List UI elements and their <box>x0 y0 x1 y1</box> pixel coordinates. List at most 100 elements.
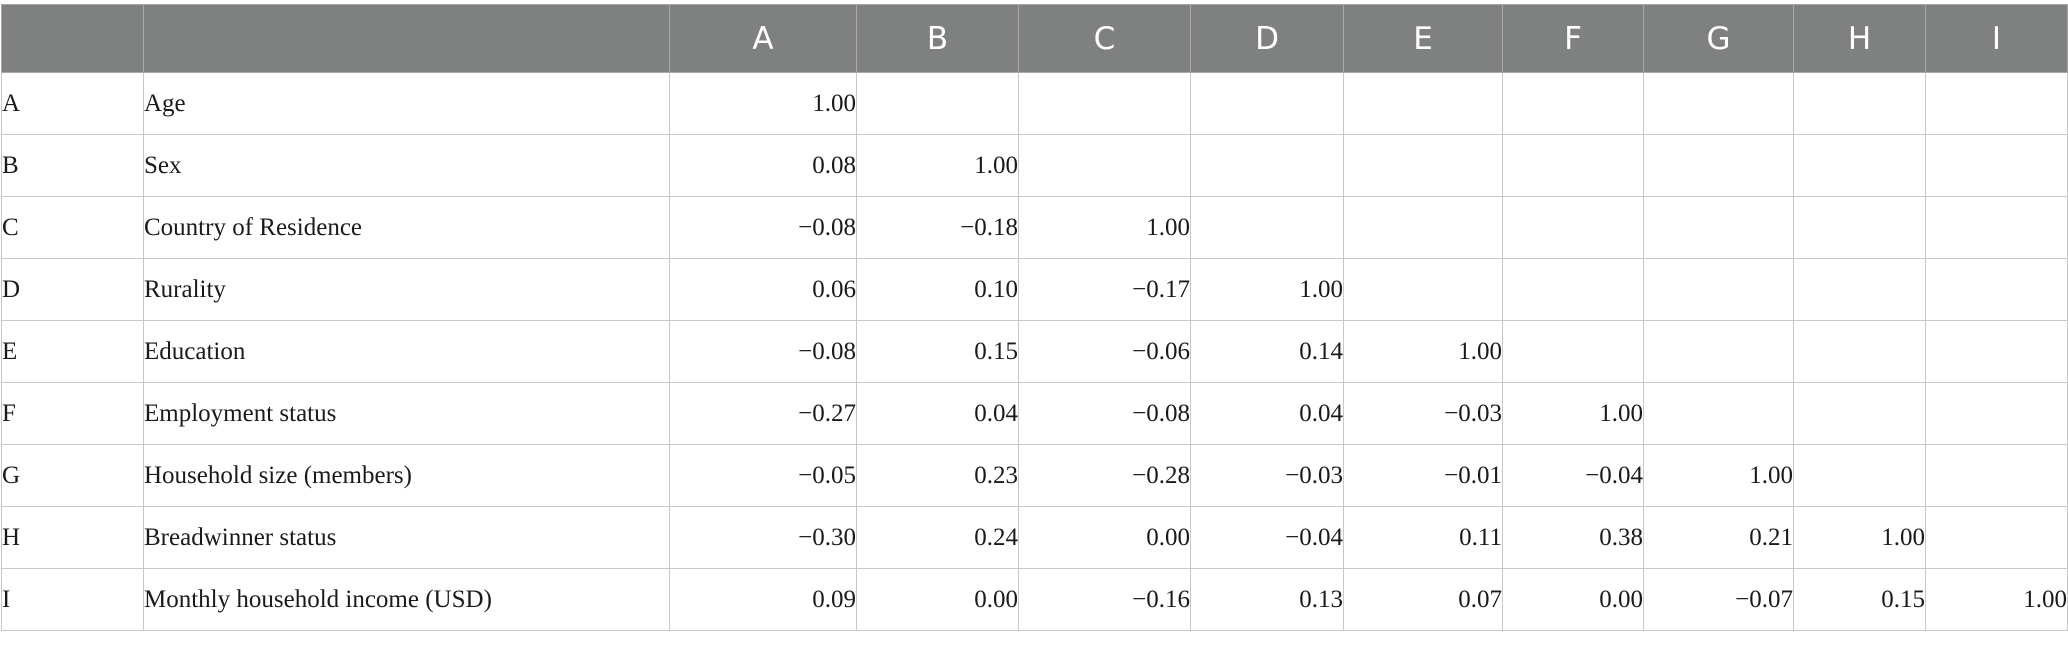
value-cell: 0.04 <box>856 382 1019 445</box>
row-code: E <box>1 320 144 383</box>
column-header-f: F <box>1502 4 1644 73</box>
value-cell: −0.08 <box>669 320 857 383</box>
value-cell <box>1502 72 1644 135</box>
value-cell <box>1190 196 1344 259</box>
value-cell: 0.15 <box>856 320 1019 383</box>
value-cell <box>1343 72 1503 135</box>
header-label-cell <box>143 4 670 73</box>
row-code: C <box>1 196 144 259</box>
value-cell <box>1925 506 2068 569</box>
row-label: Breadwinner status <box>143 506 670 569</box>
value-cell <box>1793 444 1926 507</box>
table-row: G Household size (members) −0.05 0.23 −0… <box>1 444 2068 507</box>
value-cell: 1.00 <box>1190 258 1344 321</box>
value-cell: 0.07 <box>1343 568 1503 631</box>
value-cell: −0.05 <box>669 444 857 507</box>
value-cell: −0.30 <box>669 506 857 569</box>
value-cell: 1.00 <box>1925 568 2068 631</box>
table-body: A Age 1.00 B Sex 0.08 1.00 C <box>1 72 2068 631</box>
value-cell <box>1793 382 1926 445</box>
value-cell <box>1643 196 1794 259</box>
row-code: B <box>1 134 144 197</box>
value-cell: −0.07 <box>1643 568 1794 631</box>
row-label: Rurality <box>143 258 670 321</box>
value-cell <box>1793 72 1926 135</box>
table-row: E Education −0.08 0.15 −0.06 0.14 1.00 <box>1 320 2068 383</box>
value-cell: 0.09 <box>669 568 857 631</box>
value-cell <box>1925 196 2068 259</box>
value-cell <box>1793 258 1926 321</box>
row-label: Education <box>143 320 670 383</box>
column-header-g: G <box>1643 4 1794 73</box>
value-cell <box>1643 320 1794 383</box>
value-cell <box>1793 134 1926 197</box>
row-label: Sex <box>143 134 670 197</box>
value-cell <box>1018 72 1191 135</box>
value-cell: 0.23 <box>856 444 1019 507</box>
column-header-d: D <box>1190 4 1344 73</box>
value-cell <box>1793 196 1926 259</box>
value-cell: −0.16 <box>1018 568 1191 631</box>
column-header-i: I <box>1925 4 2068 73</box>
table-header: A B C D E F G H I <box>1 4 2068 73</box>
value-cell <box>1190 134 1344 197</box>
value-cell: 1.00 <box>1343 320 1503 383</box>
value-cell: −0.01 <box>1343 444 1503 507</box>
row-label: Employment status <box>143 382 670 445</box>
row-code: I <box>1 568 144 631</box>
row-label: Household size (members) <box>143 444 670 507</box>
value-cell <box>1643 134 1794 197</box>
value-cell: −0.03 <box>1343 382 1503 445</box>
header-code-cell <box>1 4 144 73</box>
row-code: F <box>1 382 144 445</box>
value-cell: 0.04 <box>1190 382 1344 445</box>
table-row: A Age 1.00 <box>1 72 2068 135</box>
value-cell: 0.21 <box>1643 506 1794 569</box>
column-header-c: C <box>1018 4 1191 73</box>
column-header-b: B <box>856 4 1019 73</box>
value-cell: −0.18 <box>856 196 1019 259</box>
value-cell <box>1793 320 1926 383</box>
correlation-table: A B C D E F G H I A Age 1.00 B Sex <box>1 4 2068 631</box>
value-cell: 0.13 <box>1190 568 1344 631</box>
value-cell <box>856 72 1019 135</box>
value-cell <box>1343 196 1503 259</box>
value-cell: 1.00 <box>1793 506 1926 569</box>
value-cell: −0.27 <box>669 382 857 445</box>
value-cell: −0.28 <box>1018 444 1191 507</box>
value-cell: 0.11 <box>1343 506 1503 569</box>
value-cell <box>1925 382 2068 445</box>
row-label: Country of Residence <box>143 196 670 259</box>
value-cell <box>1018 134 1191 197</box>
value-cell: 0.38 <box>1502 506 1644 569</box>
value-cell: −0.08 <box>1018 382 1191 445</box>
table-row: H Breadwinner status −0.30 0.24 0.00 −0.… <box>1 506 2068 569</box>
value-cell <box>1343 134 1503 197</box>
value-cell <box>1502 320 1644 383</box>
value-cell <box>1502 196 1644 259</box>
row-label: Monthly household income (USD) <box>143 568 670 631</box>
value-cell: 1.00 <box>669 72 857 135</box>
value-cell: 0.10 <box>856 258 1019 321</box>
value-cell <box>1343 258 1503 321</box>
row-code: H <box>1 506 144 569</box>
value-cell: 0.06 <box>669 258 857 321</box>
value-cell <box>1190 72 1344 135</box>
table-row: B Sex 0.08 1.00 <box>1 134 2068 197</box>
column-header-a: A <box>669 4 857 73</box>
value-cell <box>1643 72 1794 135</box>
value-cell: 0.00 <box>856 568 1019 631</box>
value-cell: −0.06 <box>1018 320 1191 383</box>
value-cell <box>1925 134 2068 197</box>
table-row: I Monthly household income (USD) 0.09 0.… <box>1 568 2068 631</box>
row-label: Age <box>143 72 670 135</box>
value-cell <box>1925 320 2068 383</box>
value-cell: 1.00 <box>1502 382 1644 445</box>
value-cell: −0.17 <box>1018 258 1191 321</box>
value-cell <box>1643 258 1794 321</box>
value-cell: −0.03 <box>1190 444 1344 507</box>
value-cell: −0.08 <box>669 196 857 259</box>
value-cell: 0.00 <box>1018 506 1191 569</box>
table-row: D Rurality 0.06 0.10 −0.17 1.00 <box>1 258 2068 321</box>
column-header-e: E <box>1343 4 1503 73</box>
